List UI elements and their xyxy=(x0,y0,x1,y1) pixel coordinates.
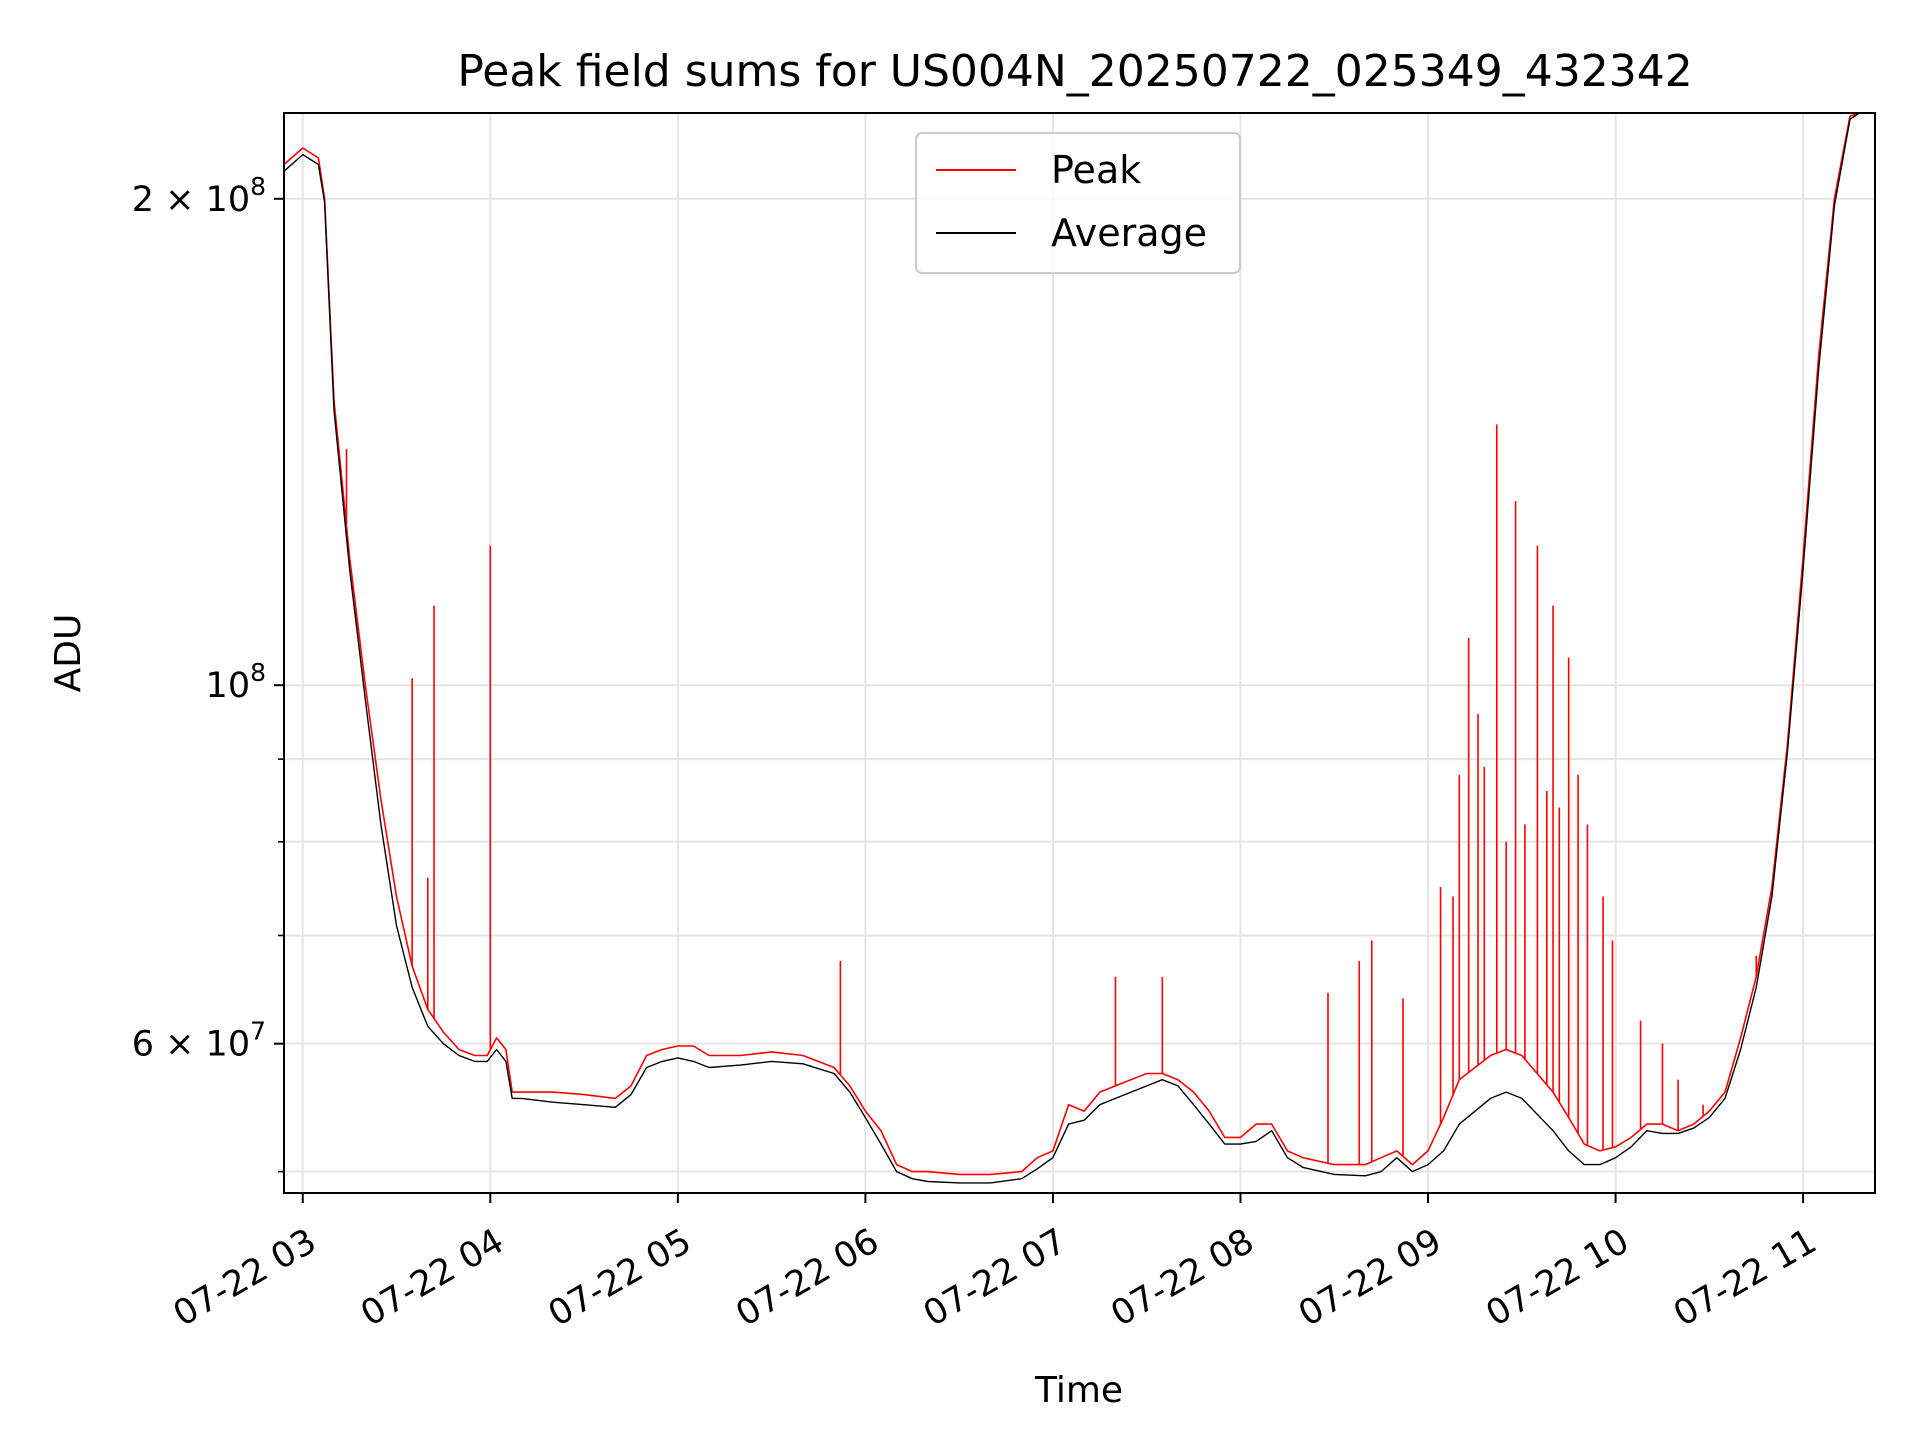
grid xyxy=(284,113,1875,1193)
y-axis-ticks: 6 × 107 108 2 × 108 xyxy=(132,172,284,1173)
y-tick-label: 108 xyxy=(206,658,266,706)
series-layer xyxy=(284,113,1875,1184)
y-tick-label: 2 × 108 xyxy=(132,172,266,220)
y-tick-label: 6 × 107 xyxy=(132,1017,266,1065)
plot-area-frame xyxy=(283,112,1876,1194)
y-axis-label: ADU xyxy=(48,614,89,693)
x-axis-label: Time xyxy=(1034,1370,1123,1411)
legend-label-average: Average xyxy=(1051,211,1207,255)
series-line-peak xyxy=(284,113,1875,1176)
legend-box xyxy=(915,132,1241,274)
legend: Peak Average xyxy=(915,132,1241,274)
legend-label-peak: Peak xyxy=(1051,148,1141,192)
chart-title: Peak field sums for US004N_20250722_0253… xyxy=(457,46,1692,97)
series-line-average xyxy=(284,113,1875,1184)
